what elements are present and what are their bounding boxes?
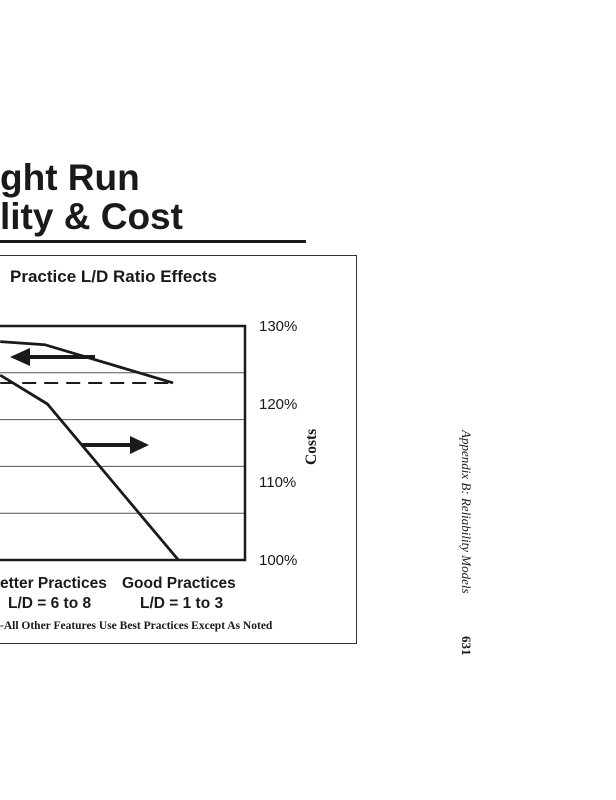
series-line-2 <box>0 373 180 561</box>
x-category-sublabel: L/D = 1 to 3 <box>140 595 224 612</box>
page-title-line1: ght Run <box>0 157 140 198</box>
chart-title: Practice L/D Ratio Effects <box>10 267 217 286</box>
y-axis-label: Costs <box>303 428 320 465</box>
y-tick: 100% <box>259 552 298 569</box>
chart-frame <box>0 255 357 644</box>
right-arrow-head <box>130 436 149 454</box>
y-tick: 110% <box>259 474 297 491</box>
page-number: 631 <box>459 636 474 656</box>
plot-area-border <box>0 324 247 562</box>
x-category-label: etter Practices <box>0 575 107 592</box>
series-line-0 <box>0 340 174 385</box>
running-head: Appendix B: Reliability Models <box>459 430 474 594</box>
left-arrow-head <box>10 348 30 366</box>
y-tick: 120% <box>259 396 298 413</box>
chart-footnote: -All Other Features Use Best Practices E… <box>0 620 273 632</box>
y-tick: 130% <box>259 318 298 335</box>
x-category-label: Good Practices <box>122 575 236 592</box>
page-title-line2: lity & Cost <box>0 196 183 237</box>
title-underline <box>0 240 306 243</box>
x-category-sublabel: L/D = 6 to 8 <box>8 595 92 612</box>
